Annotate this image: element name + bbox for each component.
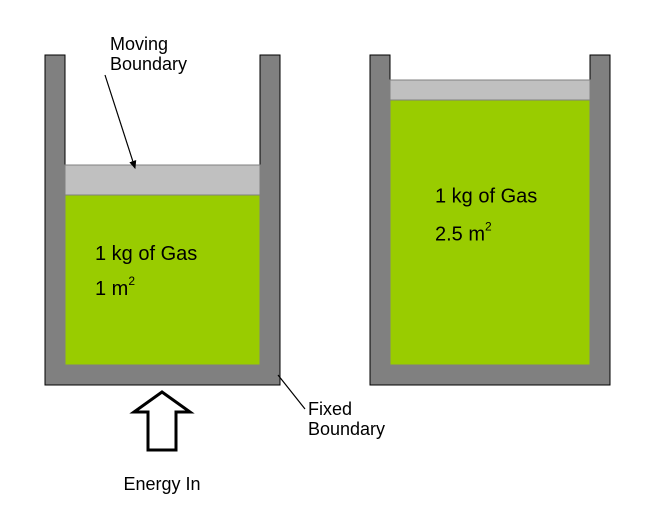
left-piston — [65, 165, 260, 195]
left-gas-label1: 1 kg of Gas — [95, 243, 197, 265]
left-gas-label2-sup: 2 — [128, 274, 135, 288]
diagram-canvas: 1 kg of Gas 1 m2 1 kg of Gas 2.5 m2 Movi… — [0, 0, 663, 523]
fixed-boundary-leader — [278, 375, 305, 409]
energy-in-label: Energy In — [123, 474, 200, 494]
energy-in-arrow — [134, 392, 190, 450]
right-gas-label1: 1 kg of Gas — [435, 186, 537, 208]
left-gas-label2-base: 1 m — [95, 278, 128, 300]
moving-boundary-label: Moving Boundary — [110, 34, 187, 74]
moving-boundary-leader — [105, 75, 135, 168]
right-gas-label2-sup: 2 — [485, 220, 492, 234]
right-cylinder: 1 kg of Gas 2.5 m2 — [370, 55, 610, 385]
right-gas-label2-base: 2.5 m — [435, 224, 485, 246]
right-gas-label2: 2.5 m2 — [435, 220, 492, 246]
fixed-boundary-label: Fixed Boundary — [308, 399, 385, 439]
left-cylinder: 1 kg of Gas 1 m2 — [45, 55, 280, 385]
right-piston — [390, 80, 590, 100]
